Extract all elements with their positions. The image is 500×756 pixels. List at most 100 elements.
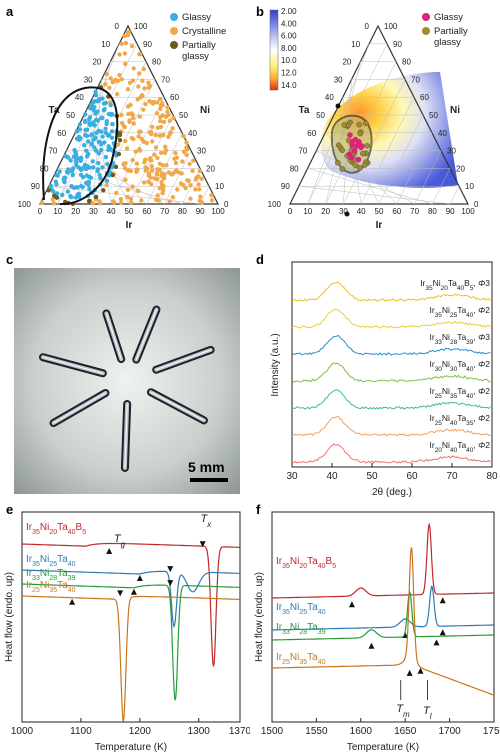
crystalline-point <box>123 61 128 67</box>
partially-glassy-point <box>117 138 123 143</box>
crystalline-point <box>171 115 176 121</box>
tick-label-ir: 40 <box>357 207 366 216</box>
crystalline-point <box>137 114 142 119</box>
partially-glassy-point <box>356 164 363 171</box>
tick-label-ni: 50 <box>179 111 188 120</box>
ternary-gridline <box>307 168 433 205</box>
crystalline-point <box>146 171 152 176</box>
crystalline-point <box>164 163 169 168</box>
glassy-point <box>103 130 109 135</box>
crystalline-point <box>161 119 167 125</box>
ternary-gridline <box>83 114 130 205</box>
glassy-point <box>65 189 71 194</box>
glassy-point <box>83 112 88 117</box>
crystalline-point <box>155 193 160 198</box>
partially-glassy-point <box>53 194 59 200</box>
panel-d: d Ir35Ni20Ta40B5, Φ3 Ir35Ni25Ta40, Φ2 Ir33… <box>250 250 500 500</box>
crystalline-point <box>157 133 163 138</box>
legend-marker <box>422 13 430 21</box>
photo-rods: c 5 mm <box>6 252 240 494</box>
glass-rod-shine <box>155 349 212 371</box>
glassy-point <box>349 141 355 148</box>
dsc-curve <box>272 585 494 631</box>
dsc-curve <box>22 595 240 722</box>
crystalline-point <box>165 105 170 110</box>
ternary-gridline <box>164 150 192 205</box>
crystalline-point <box>175 187 180 192</box>
crystalline-point <box>158 103 164 108</box>
crystalline-point <box>162 150 168 155</box>
tick-label-ta: 10 <box>101 40 110 49</box>
down-triangle-marker <box>167 580 174 587</box>
crystalline-point <box>153 145 159 150</box>
glassy-point <box>90 159 96 164</box>
tick-label-ni: 80 <box>402 58 411 67</box>
crystalline-point <box>170 126 175 131</box>
crystalline-point <box>150 124 155 130</box>
glassy-point <box>93 111 98 116</box>
crystalline-point <box>155 155 160 161</box>
glassy-point <box>60 192 65 198</box>
dsc-curve <box>272 547 495 696</box>
x-tick-label: 1700 <box>438 726 461 737</box>
x-tick-label: 1370 <box>229 726 250 737</box>
glassy-point <box>88 175 94 180</box>
crystalline-point <box>140 78 145 84</box>
crystalline-point <box>124 146 130 151</box>
tick-label-ir: 10 <box>303 207 312 216</box>
x-tick-label: 70 <box>446 471 458 482</box>
y-axis-label-f: Heat flow (endo. up) <box>254 572 265 662</box>
glassy-point <box>85 139 91 144</box>
tick-label-ta: 80 <box>40 164 49 173</box>
crystalline-point <box>125 87 131 92</box>
glassy-point <box>92 99 98 104</box>
crystalline-point <box>97 199 102 204</box>
crystalline-point <box>163 114 169 120</box>
tx-annotation: Tx <box>201 513 213 529</box>
tick-label-ir: 60 <box>392 207 401 216</box>
marker-point <box>344 211 350 217</box>
dsc-curve-label: Ir35Ni25Ta40 <box>276 602 326 616</box>
crystalline-point <box>191 158 196 163</box>
glass-rod-shine <box>42 356 104 374</box>
crystalline-point <box>143 168 148 173</box>
xrd-curve-label: Ir20Ni40Ta40, Φ2 <box>429 440 490 454</box>
glassy-point <box>110 121 115 127</box>
crystalline-point <box>161 184 166 189</box>
axis-title-ni: Ni <box>450 105 460 116</box>
glassy-point <box>87 186 92 192</box>
glassy-point <box>71 154 77 159</box>
crystalline-point <box>196 174 201 179</box>
crystalline-point <box>137 51 143 57</box>
crystalline-point <box>122 33 127 39</box>
plot-frame-d <box>291 261 493 468</box>
glassy-point <box>103 154 109 160</box>
marker-point <box>335 103 341 109</box>
crystalline-point <box>180 159 185 164</box>
crystalline-point <box>134 161 139 166</box>
crystalline-point <box>128 196 133 201</box>
colorbar-label: 12.0 <box>281 69 297 78</box>
up-triangle-marker <box>433 639 440 646</box>
tick-label-ir: 10 <box>53 207 62 216</box>
crystalline-point <box>127 118 132 123</box>
x-tick-label: 1100 <box>70 726 92 737</box>
up-triangle-marker <box>106 547 113 554</box>
crystalline-point <box>123 40 129 46</box>
glassy-point <box>84 173 90 178</box>
ternary-gridline <box>343 79 406 205</box>
crystalline-point <box>103 82 108 87</box>
glassy-point <box>69 195 74 200</box>
up-triangle-marker <box>368 642 375 649</box>
panel-label-e: e <box>6 502 13 517</box>
tick-label-ta: 100 <box>18 200 32 209</box>
crystalline-point <box>172 156 177 161</box>
tick-label-ta: 0 <box>365 22 370 31</box>
glassy-point <box>53 179 58 184</box>
crystalline-point <box>125 104 131 109</box>
dsc-curve-label: Ir35Ni20Ta40B5 <box>276 556 336 570</box>
ternary-gridline <box>396 132 433 205</box>
glassy-point <box>69 184 74 189</box>
crystalline-point <box>51 201 57 206</box>
crystalline-point <box>167 131 173 136</box>
